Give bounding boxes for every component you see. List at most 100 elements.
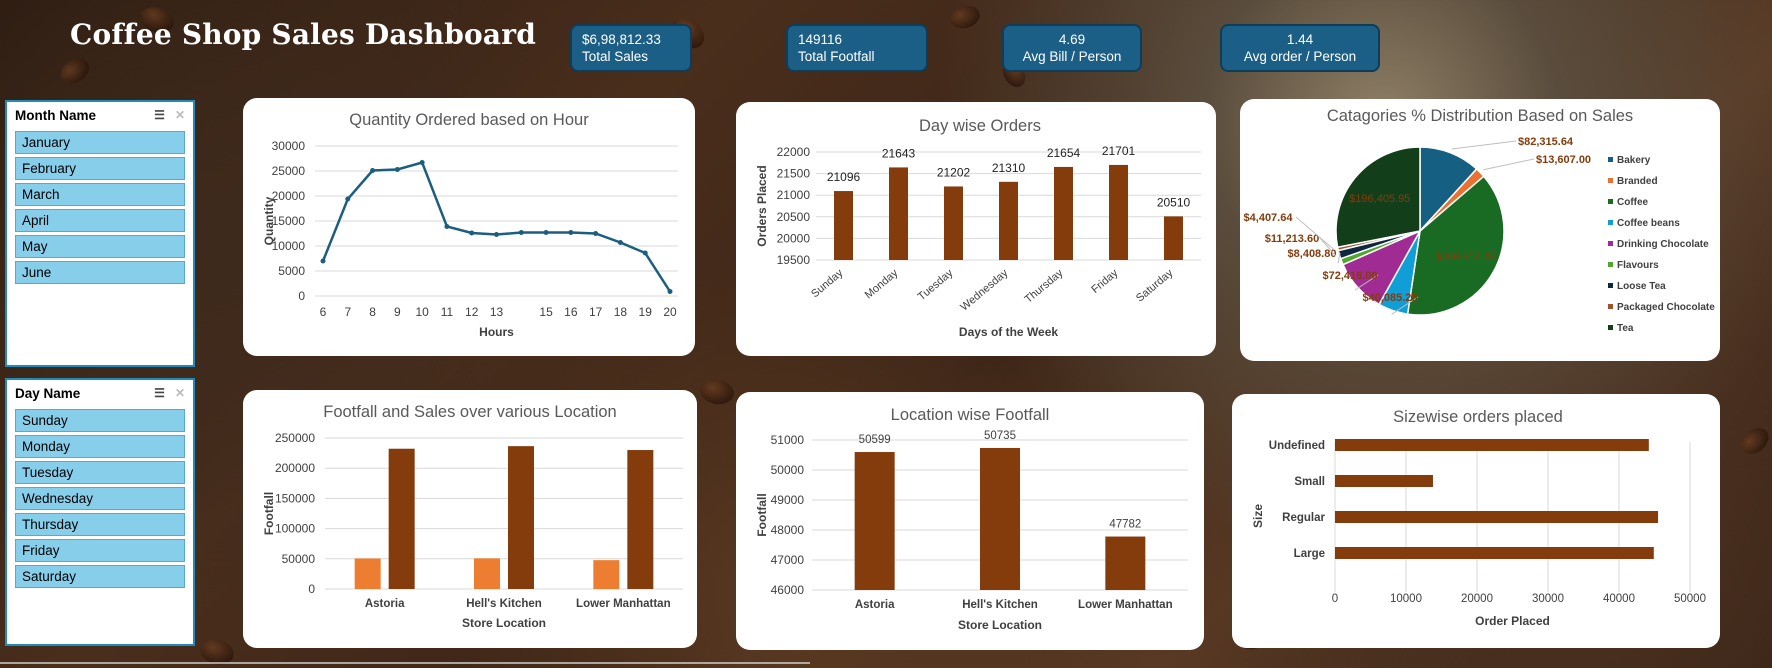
data-point xyxy=(617,240,623,245)
legend-swatch xyxy=(1608,220,1613,225)
y-tick-label: 21500 xyxy=(777,167,811,181)
data-point xyxy=(593,231,599,236)
slicer-item-friday[interactable]: Friday xyxy=(15,539,185,562)
divider xyxy=(0,662,810,664)
data-point xyxy=(444,224,450,229)
clear-filter-icon[interactable]: ✕ xyxy=(174,386,185,400)
data-label: $4,407.64 xyxy=(1244,212,1294,224)
y-tick-label: 20000 xyxy=(272,189,306,203)
bar xyxy=(474,558,500,589)
slicer-header: Month Name ☰ ✕ xyxy=(7,102,193,128)
data-label: 21096 xyxy=(827,170,861,184)
y-tick-label: Large xyxy=(1294,548,1325,560)
x-tick-label: Monday xyxy=(863,267,901,302)
slicer-item-sunday[interactable]: Sunday xyxy=(15,409,185,432)
chart-title: Quantity Ordered based on Hour xyxy=(349,111,589,129)
data-label: 21643 xyxy=(882,146,916,160)
size-orders-card[interactable]: Sizewise orders placed 0 10000 20000 30000 40… xyxy=(1232,394,1720,648)
day-orders-card[interactable]: Day wise Orders 22000 21500 21000 20500 20000… xyxy=(736,102,1216,356)
legend-label: Tea xyxy=(1617,323,1634,334)
bar xyxy=(1109,164,1128,260)
series-line xyxy=(321,160,672,293)
x-tick-label: 13 xyxy=(490,305,504,319)
y-tick-label: 48000 xyxy=(771,523,805,537)
y-tick-label: 15000 xyxy=(272,214,306,228)
bar xyxy=(1335,511,1659,523)
x-tick-label: Sunday xyxy=(809,267,846,300)
hourly-quantity-card[interactable]: Quantity Ordered based on Hour 30000 25000… xyxy=(243,98,695,356)
x-tick-label: 10000 xyxy=(1390,593,1422,605)
y-tick-label: 200000 xyxy=(275,461,315,475)
y-axis-label: Orders Placed xyxy=(755,165,769,246)
chart-title: Footfall and Sales over various Location xyxy=(323,403,617,421)
data-label: 50599 xyxy=(859,434,891,446)
x-tick-label: 7 xyxy=(344,305,351,319)
y-tick-label: 47000 xyxy=(771,553,805,567)
slicer-title: Month Name xyxy=(15,107,96,123)
slicer-item-thursday[interactable]: Thursday xyxy=(15,513,185,536)
slicer-item-april[interactable]: April xyxy=(15,209,185,232)
slicer-item-january[interactable]: January xyxy=(15,131,185,154)
kpi-value: $6,98,812.33 xyxy=(582,32,661,47)
multi-select-icon[interactable]: ☰ xyxy=(154,108,165,122)
slicer-header: Day Name ☰ ✕ xyxy=(7,380,193,406)
slicer-item-march[interactable]: March xyxy=(15,183,185,206)
category-pie-chart: Catagories % Distribution Based on Sales… xyxy=(1244,107,1716,334)
x-tick-label: Wednesday xyxy=(958,267,1010,314)
y-tick-label: 250000 xyxy=(275,431,315,445)
kpi-avg-bill: 4.69 Avg Bill / Person xyxy=(1002,24,1142,72)
data-point xyxy=(518,230,524,235)
data-label: 50735 xyxy=(984,430,1016,442)
leader-line xyxy=(1451,140,1517,150)
x-tick-label: Astoria xyxy=(855,599,895,611)
data-label: $196,405.95 xyxy=(1349,193,1410,205)
slicer-item-february[interactable]: February xyxy=(15,157,185,180)
x-tick-label: 30000 xyxy=(1532,593,1564,605)
category-pie-card[interactable]: Catagories % Distribution Based on Sales… xyxy=(1240,99,1720,361)
leader-line xyxy=(1295,216,1335,251)
data-label: $40,085.25 xyxy=(1362,292,1417,304)
data-point xyxy=(568,230,574,235)
data-label: 20510 xyxy=(1157,195,1191,209)
x-axis-label: Hours xyxy=(479,325,514,339)
data-label: 21202 xyxy=(937,165,971,179)
bar xyxy=(889,167,908,260)
leader-line xyxy=(1483,158,1535,171)
kpi-avg-order: 1.44 Avg order / Person xyxy=(1220,24,1380,72)
x-tick-label: 50000 xyxy=(1674,593,1706,605)
data-label: 21701 xyxy=(1102,144,1136,158)
y-tick-label: 21000 xyxy=(777,188,811,202)
data-label: $269,952.45 xyxy=(1435,251,1496,263)
data-label: 21654 xyxy=(1047,146,1081,160)
legend-label: Packaged Chocolate xyxy=(1617,302,1715,313)
data-point xyxy=(469,230,475,236)
slicer-item-june[interactable]: June xyxy=(15,261,185,284)
y-tick-label: 51000 xyxy=(771,433,805,447)
data-label: 47782 xyxy=(1109,519,1141,531)
data-point xyxy=(394,167,400,172)
x-tick-label: Tuesday xyxy=(916,267,956,303)
y-tick-label: 150000 xyxy=(275,491,315,505)
data-point xyxy=(667,289,673,294)
data-point xyxy=(494,232,499,237)
location-footfall-card[interactable]: Location wise Footfall 51000 50000 49000 480… xyxy=(736,392,1204,650)
bar xyxy=(999,181,1018,260)
slicer-item-tuesday[interactable]: Tuesday xyxy=(15,461,185,484)
kpi-value: 4.69 xyxy=(1058,32,1086,47)
slicer-item-wednesday[interactable]: Wednesday xyxy=(15,487,185,510)
x-tick-label: 15 xyxy=(539,305,553,319)
slicer-item-saturday[interactable]: Saturday xyxy=(15,565,185,588)
x-tick-label: 40000 xyxy=(1603,593,1635,605)
data-point xyxy=(320,258,326,264)
location-footfall-sales-card[interactable]: Footfall and Sales over various Location… xyxy=(243,390,697,648)
slicer-item-may[interactable]: May xyxy=(15,235,185,258)
multi-select-icon[interactable]: ☰ xyxy=(154,386,165,400)
data-label: $13,607.00 xyxy=(1536,154,1591,166)
data-point xyxy=(419,160,425,165)
slicer-item-monday[interactable]: Monday xyxy=(15,435,185,458)
x-tick-label: Astoria xyxy=(365,598,405,610)
x-axis-label: Days of the Week xyxy=(959,325,1058,339)
clear-filter-icon[interactable]: ✕ xyxy=(174,108,185,122)
y-tick-label: 0 xyxy=(308,582,315,596)
x-tick-label: Lower Manhattan xyxy=(1078,599,1173,611)
